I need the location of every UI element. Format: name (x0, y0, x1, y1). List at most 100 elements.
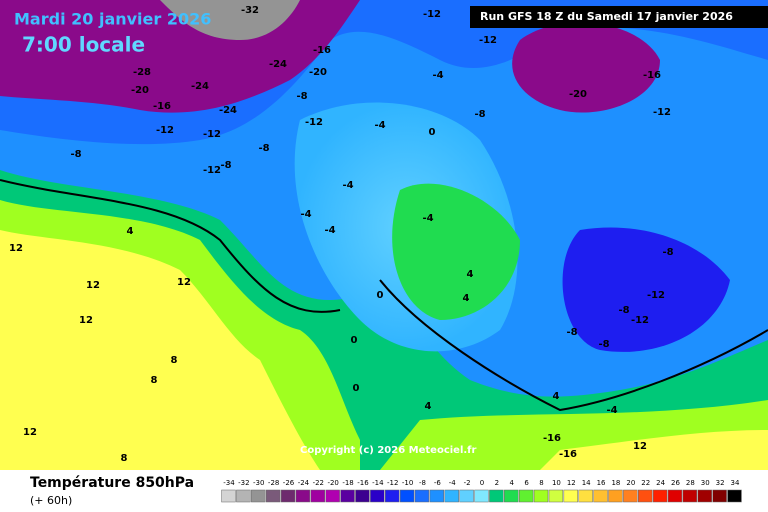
contour-label: -16 (643, 70, 661, 81)
run-box (470, 6, 768, 28)
scale-label: 28 (686, 479, 695, 487)
scale-swatch (414, 489, 430, 503)
scale-label: -4 (449, 479, 457, 487)
scale-label: -28 (268, 479, 279, 487)
contour-label: -8 (220, 160, 231, 171)
scale-swatch (310, 489, 325, 503)
contour-label: -8 (474, 109, 485, 120)
scale-label: -26 (283, 479, 295, 487)
contour-label: -24 (191, 81, 209, 92)
contour-label: -8 (618, 305, 629, 316)
scale-swatch (474, 489, 489, 503)
map (0, 0, 768, 470)
contour-label: 4 (425, 401, 432, 412)
contour-label: 4 (127, 226, 134, 237)
contour-label: -24 (269, 59, 287, 70)
scale-label: 6 (524, 479, 529, 487)
scale-swatch (385, 489, 400, 503)
scale-label: -16 (357, 479, 369, 487)
scale-label: 30 (701, 479, 710, 487)
contour-label: -4 (422, 213, 433, 224)
scale-label: -34 (223, 479, 235, 487)
scale-swatch (563, 489, 578, 503)
scale-label: 0 (480, 479, 484, 487)
scale-swatch (265, 489, 281, 503)
contour-label: -12 (653, 107, 671, 118)
contour-label: 12 (177, 277, 191, 288)
contour-label: 12 (86, 280, 100, 291)
scale-label: 34 (731, 479, 740, 487)
contour-label: -8 (598, 339, 609, 350)
contour-label: 0 (377, 290, 384, 301)
scale-label: 16 (597, 479, 606, 487)
scale-label: 26 (671, 479, 680, 487)
scale-label: 14 (582, 479, 591, 487)
contour-label: -8 (566, 327, 577, 338)
scale-swatch (682, 489, 698, 503)
contour-label: -8 (662, 247, 673, 258)
contour-label: -4 (606, 405, 617, 416)
scale-label: 12 (567, 479, 576, 487)
scale-swatch (548, 489, 564, 503)
scale-label: 32 (716, 479, 725, 487)
contour-label: 0 (353, 383, 360, 394)
scale-label: 22 (641, 479, 650, 487)
scale-swatch (325, 489, 340, 503)
contour-label: -12 (305, 117, 323, 128)
contour-label: -8 (70, 149, 81, 160)
scale-label: -30 (253, 479, 264, 487)
time: 7:00 locale (22, 33, 145, 57)
date: Mardi 20 janvier 2026 (14, 10, 211, 29)
run: Run GFS 18 Z du Samedi 17 janvier 2026 (480, 10, 733, 23)
contour-label: -12 (203, 129, 221, 140)
contour-label: -28 (133, 67, 151, 78)
scale-swatch (444, 489, 459, 503)
scale-label: -14 (372, 479, 384, 487)
scale-swatch (712, 489, 727, 503)
scale-label: -2 (464, 479, 471, 487)
scale-label: -18 (342, 479, 353, 487)
contour-label: 0 (351, 335, 358, 346)
contour-labels: -32-28-24-20-16-12 -12-8-8-12 -8-24-24-16-… (9, 5, 674, 464)
contour-label: -16 (559, 449, 577, 460)
scale-swatch (459, 489, 474, 503)
scale-label: 10 (552, 479, 561, 487)
scale-swatch (504, 489, 519, 503)
contour-label: 12 (633, 441, 647, 452)
scale-swatch (697, 489, 712, 503)
scale-label: -8 (419, 479, 426, 487)
contour-label: 4 (463, 293, 470, 304)
scale-swatch (221, 489, 236, 503)
scale-label: 4 (510, 479, 515, 487)
scale-swatch (489, 489, 504, 503)
scale-swatch (533, 489, 549, 503)
scale-swatch (429, 489, 445, 503)
scale-swatch (638, 489, 653, 503)
scale-swatch (370, 489, 385, 503)
copyright: Copyright (c) 2026 Meteociel.fr (300, 445, 477, 456)
scale-label: -12 (387, 479, 398, 487)
scale-swatch (608, 489, 623, 503)
contour-label: -12 (479, 35, 497, 46)
contour-label: -4 (324, 225, 335, 236)
scale-swatch (295, 489, 311, 503)
contour-label: -8 (258, 143, 269, 154)
contour-label: 8 (121, 453, 128, 464)
scale-swatch (652, 489, 668, 503)
scale-swatch (280, 489, 296, 503)
scale-swatch (727, 489, 742, 503)
scale-swatch (518, 489, 534, 503)
contour-label: -20 (131, 85, 149, 96)
contour-label: 4 (553, 391, 560, 402)
contour-label: -12 (203, 165, 221, 176)
scale-label: -24 (298, 479, 310, 487)
contour-label: 0 (429, 127, 436, 138)
contour-label: -12 (647, 290, 665, 301)
scale-swatch (355, 489, 370, 503)
contour-label: 12 (23, 427, 37, 438)
contour-label: -4 (342, 180, 353, 191)
contour-label: -32 (241, 5, 259, 16)
color-scale: -34 -32 -30 -28 -26 -24 -22 -20 -18 -16 -14 -12 -10-… (221, 479, 742, 503)
contour-label: 12 (9, 243, 23, 254)
